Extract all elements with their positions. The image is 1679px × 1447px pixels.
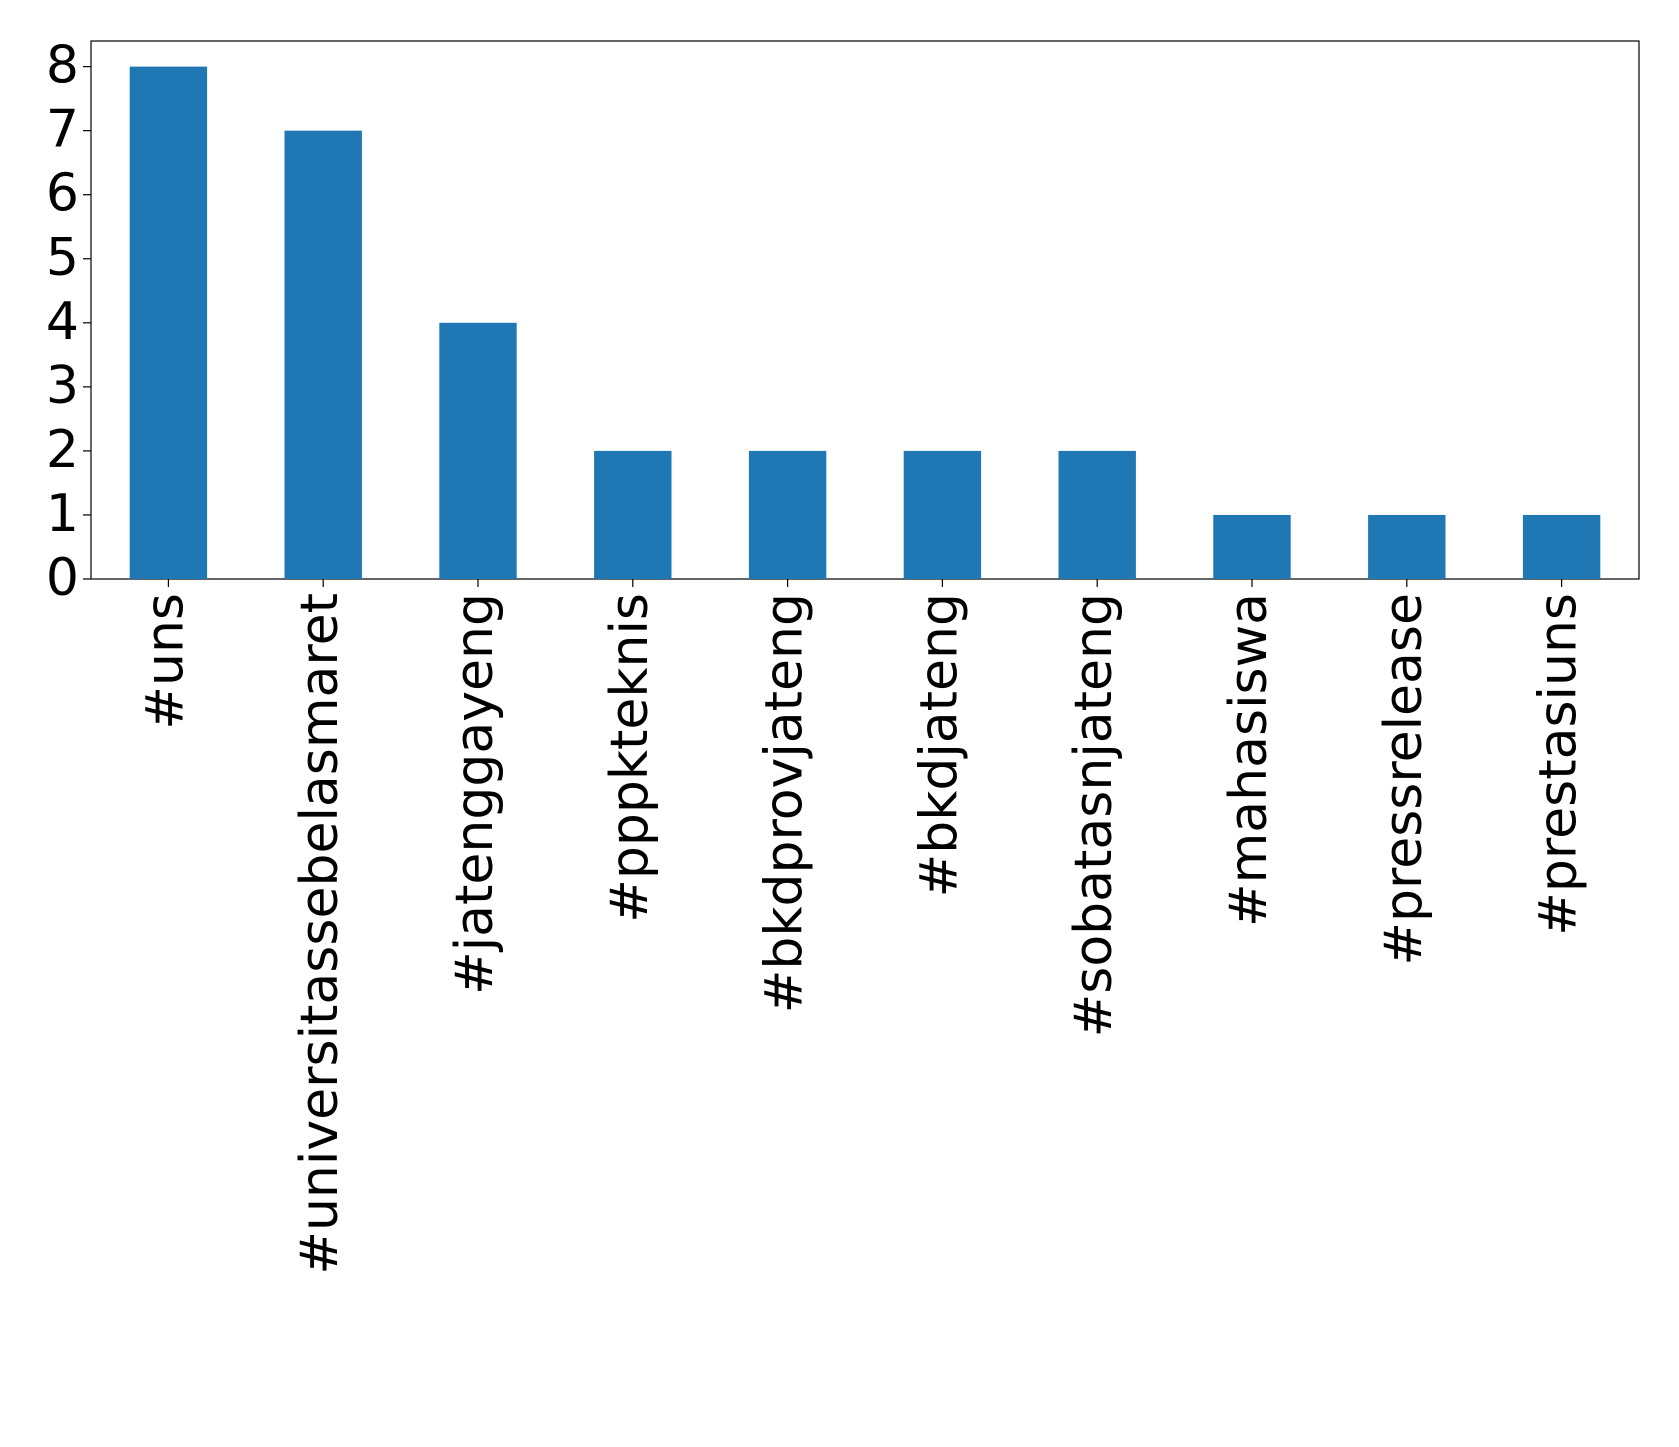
x-tick-label: #sobatasnjateng xyxy=(1064,593,1124,1037)
y-tick-label: 2 xyxy=(46,420,79,480)
bar xyxy=(748,450,827,579)
plot-frame xyxy=(90,40,1640,580)
bar xyxy=(1058,450,1136,579)
bar xyxy=(594,450,672,579)
x-tick-label: #pppkteknis xyxy=(600,593,660,923)
y-tick-label: 7 xyxy=(46,100,79,160)
bar xyxy=(1368,514,1446,579)
x-tick-label: #bkdprovjateng xyxy=(755,593,815,1013)
bar xyxy=(129,66,208,580)
x-tick-label: #bkdjateng xyxy=(909,593,969,897)
x-tick-label: #pressrelease xyxy=(1374,593,1434,966)
bar xyxy=(1522,514,1601,579)
x-tick-label: #uns xyxy=(135,593,195,730)
x-tick-label: #mahasiswa xyxy=(1219,593,1279,927)
y-tick-label: 5 xyxy=(46,228,79,288)
bar xyxy=(903,450,982,579)
y-tick-label: 4 xyxy=(46,292,79,352)
bar xyxy=(284,130,362,579)
bar xyxy=(439,322,517,579)
y-tick-label: 0 xyxy=(46,548,79,608)
x-tick-label: #prestasiuns xyxy=(1529,593,1589,936)
y-tick-label: 3 xyxy=(46,356,79,416)
bar xyxy=(1213,514,1291,579)
y-tick-label: 1 xyxy=(46,484,79,544)
y-tick-label: 8 xyxy=(46,36,79,96)
y-tick-label: 6 xyxy=(46,164,79,224)
x-tick-label: #universitassebelasmaret xyxy=(290,593,350,1275)
x-tick-label: #jatenggayeng xyxy=(445,593,505,995)
